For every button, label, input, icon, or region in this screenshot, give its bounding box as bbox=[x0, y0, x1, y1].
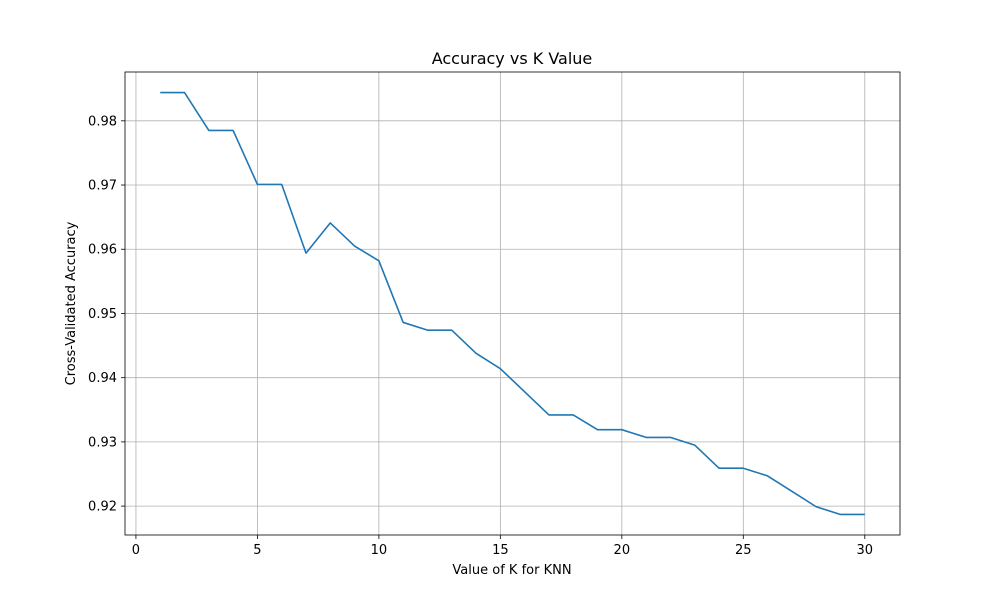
x-axis-label: Value of K for KNN bbox=[452, 563, 571, 578]
x-tick-label: 30 bbox=[856, 543, 873, 558]
plot-frame bbox=[124, 71, 901, 536]
y-tick-label: 0.93 bbox=[88, 435, 117, 450]
grid bbox=[125, 72, 900, 535]
x-tick-label: 25 bbox=[735, 543, 752, 558]
y-tick-label: 0.97 bbox=[88, 179, 117, 194]
x-tick-label: 15 bbox=[492, 543, 509, 558]
y-axis-ticks: 0.92 0.93 0.94 0.95 0.96 0.97 0.98 bbox=[88, 114, 125, 515]
x-tick-label: 0 bbox=[132, 543, 140, 558]
y-tick-label: 0.96 bbox=[88, 243, 117, 258]
x-tick-label: 10 bbox=[371, 543, 388, 558]
y-axis-label: Cross-Validated Accuracy bbox=[64, 221, 79, 385]
y-tick-label: 0.94 bbox=[88, 371, 117, 386]
y-tick-label: 0.98 bbox=[88, 114, 117, 129]
x-tick-label: 20 bbox=[614, 543, 631, 558]
chart-title: Accuracy vs K Value bbox=[432, 49, 593, 68]
series-layer bbox=[160, 91, 865, 516]
x-axis-ticks: 0 5 10 15 20 25 30 bbox=[132, 535, 873, 558]
x-tick-label: 5 bbox=[253, 543, 261, 558]
y-tick-label: 0.92 bbox=[88, 500, 117, 515]
y-tick-label: 0.95 bbox=[88, 307, 117, 322]
series-line bbox=[160, 91, 865, 516]
